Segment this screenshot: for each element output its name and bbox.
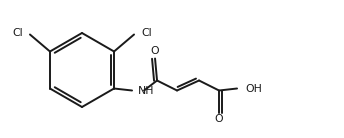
Text: OH: OH [245, 83, 262, 94]
Text: Cl: Cl [141, 29, 152, 39]
Text: Cl: Cl [12, 29, 23, 39]
Text: NH: NH [138, 87, 154, 96]
Text: O: O [151, 47, 159, 56]
Text: O: O [215, 115, 223, 124]
